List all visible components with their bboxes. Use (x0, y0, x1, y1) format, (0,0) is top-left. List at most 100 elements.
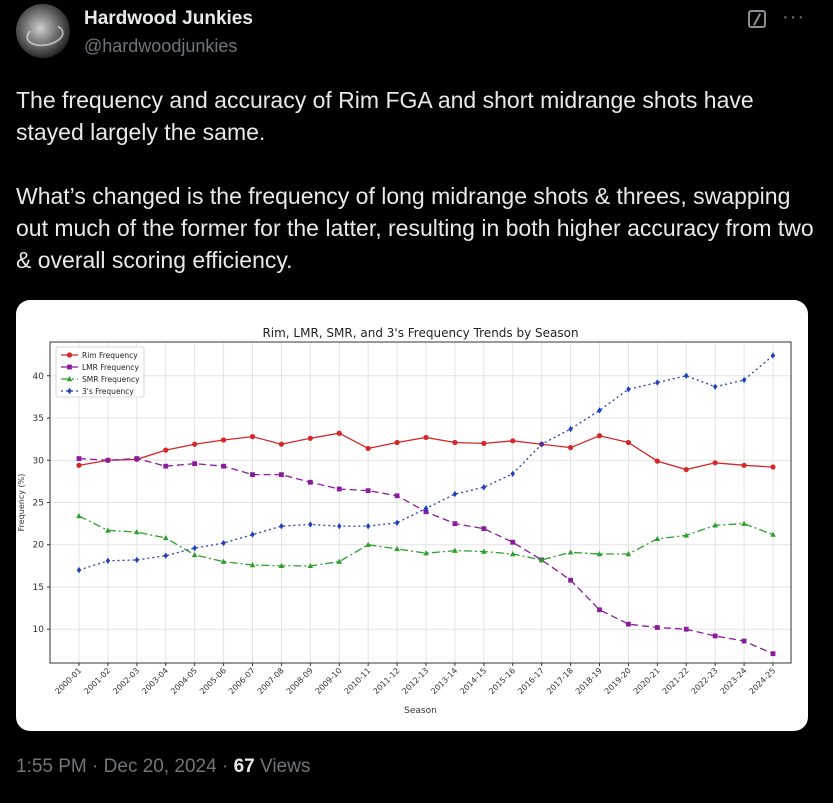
data-point-smr-frequency (134, 529, 140, 535)
data-point-smr-frequency (683, 532, 690, 538)
data-point-rim-frequency (220, 437, 227, 443)
legend-marker (67, 364, 72, 370)
y-tick-label: 40 (33, 372, 45, 382)
y-tick-label: 15 (33, 583, 44, 593)
y-tick-label: 20 (33, 541, 45, 551)
x-tick-label: 2011-12 (371, 666, 401, 696)
author-handle[interactable]: @hardwoodjunkies (84, 36, 238, 56)
data-point-3-s-frequency (481, 484, 487, 491)
data-point-smr-frequency (162, 534, 169, 541)
data-point-lmr-frequency (76, 456, 82, 461)
x-tick-label: 2015-16 (487, 666, 517, 696)
data-point-lmr-frequency (683, 626, 689, 632)
data-point-smr-frequency (76, 513, 82, 519)
x-tick-label: 2004-05 (169, 666, 199, 696)
x-tick-label: 2022-23 (690, 666, 720, 696)
tweet-paragraph-1: The frequency and accuracy of Rim FGA an… (16, 87, 754, 145)
separator: · (216, 756, 234, 777)
data-point-smr-frequency (596, 551, 603, 557)
data-point-3-s-frequency (741, 376, 747, 384)
data-point-3-s-frequency (105, 557, 111, 564)
more-icon[interactable]: ··· (782, 6, 805, 28)
data-point-3-s-frequency (163, 552, 168, 559)
x-tick-label: 2007-08 (256, 666, 286, 696)
x-tick-label: 2001-02 (82, 666, 112, 696)
data-point-lmr-frequency (365, 488, 371, 494)
data-point-3-s-frequency (770, 352, 776, 359)
data-point-lmr-frequency (394, 493, 400, 499)
data-point-rim-frequency (423, 434, 429, 441)
legend-marker (66, 376, 73, 382)
x-tick-label: 2021-22 (661, 666, 691, 696)
data-point-lmr-frequency (741, 638, 747, 644)
data-point-rim-frequency (770, 464, 776, 470)
views-label: Views (254, 756, 311, 777)
data-point-3-s-frequency (655, 379, 660, 386)
x-tick-label: 2014-15 (458, 666, 488, 696)
x-tick-label: 2006-07 (227, 666, 257, 696)
y-tick-label: 30 (33, 456, 45, 466)
data-point-rim-frequency (712, 460, 718, 466)
data-point-smr-frequency (394, 545, 400, 552)
data-point-3-s-frequency (568, 425, 573, 433)
data-point-lmr-frequency (568, 577, 573, 583)
data-point-rim-frequency (452, 439, 458, 446)
data-point-3-s-frequency (423, 505, 429, 512)
x-tick-label: 2017-18 (545, 666, 575, 696)
data-point-3-s-frequency (597, 407, 602, 414)
data-point-lmr-frequency (423, 509, 429, 515)
x-tick-label: 2016-17 (516, 666, 546, 696)
data-point-lmr-frequency (221, 463, 226, 469)
data-point-lmr-frequency (510, 539, 516, 545)
data-point-rim-frequency (163, 447, 169, 453)
data-point-smr-frequency (509, 551, 516, 557)
data-point-3-s-frequency (308, 521, 313, 528)
x-tick-label: 2005-06 (198, 666, 228, 696)
data-point-smr-frequency (423, 550, 429, 556)
data-point-rim-frequency (625, 439, 632, 446)
data-point-smr-frequency (105, 527, 111, 533)
data-point-rim-frequency (481, 440, 487, 446)
x-tick-label: 2018-19 (574, 666, 604, 696)
author-name[interactable]: Hardwood Junkies (84, 8, 253, 29)
legend-marker (66, 352, 73, 358)
data-point-smr-frequency (249, 562, 256, 568)
data-point-smr-frequency (625, 551, 632, 557)
data-point-3-s-frequency (712, 383, 718, 390)
x-tick-label: 2008-09 (285, 666, 315, 696)
x-tick-label: 2013-14 (429, 666, 459, 696)
data-point-rim-frequency (596, 433, 603, 439)
data-point-lmr-frequency (336, 486, 342, 492)
data-point-smr-frequency (220, 558, 227, 564)
data-point-3-s-frequency (626, 386, 631, 393)
data-point-lmr-frequency (626, 621, 631, 627)
data-point-smr-frequency (336, 558, 343, 564)
data-point-lmr-frequency (597, 607, 602, 613)
tweet-time[interactable]: 1:55 PM (16, 756, 87, 777)
data-point-lmr-frequency (712, 633, 718, 639)
x-tick-label: 2003-04 (140, 666, 170, 696)
data-point-smr-frequency (191, 551, 198, 558)
data-point-3-s-frequency (337, 522, 342, 530)
tweet-date[interactable]: Dec 20, 2024 (103, 756, 217, 777)
data-point-3-s-frequency (539, 441, 544, 448)
tweet-meta: 1:55 PM · Dec 20, 2024 · 67 Views (16, 756, 310, 778)
data-point-rim-frequency (567, 444, 574, 451)
data-point-3-s-frequency (134, 556, 140, 564)
data-point-rim-frequency (278, 441, 285, 447)
data-point-rim-frequency (683, 466, 689, 473)
x-tick-label: 2009-10 (314, 666, 344, 696)
grok-icon[interactable] (748, 10, 766, 28)
x-tick-label: 2024-25 (747, 666, 777, 696)
chart-image[interactable]: Rim, LMR, SMR, and 3's Frequency Trends … (16, 300, 808, 731)
data-point-3-s-frequency (192, 544, 197, 552)
y-axis-label: Frequency (%) (17, 474, 26, 532)
legend-label: SMR Frequency (82, 375, 140, 384)
x-tick-label: 2023-24 (718, 666, 748, 696)
data-point-smr-frequency (452, 547, 458, 553)
data-point-smr-frequency (538, 556, 545, 563)
data-point-lmr-frequency (250, 472, 255, 478)
avatar[interactable] (16, 4, 70, 58)
data-point-rim-frequency (394, 439, 400, 446)
data-point-3-s-frequency (394, 519, 400, 526)
